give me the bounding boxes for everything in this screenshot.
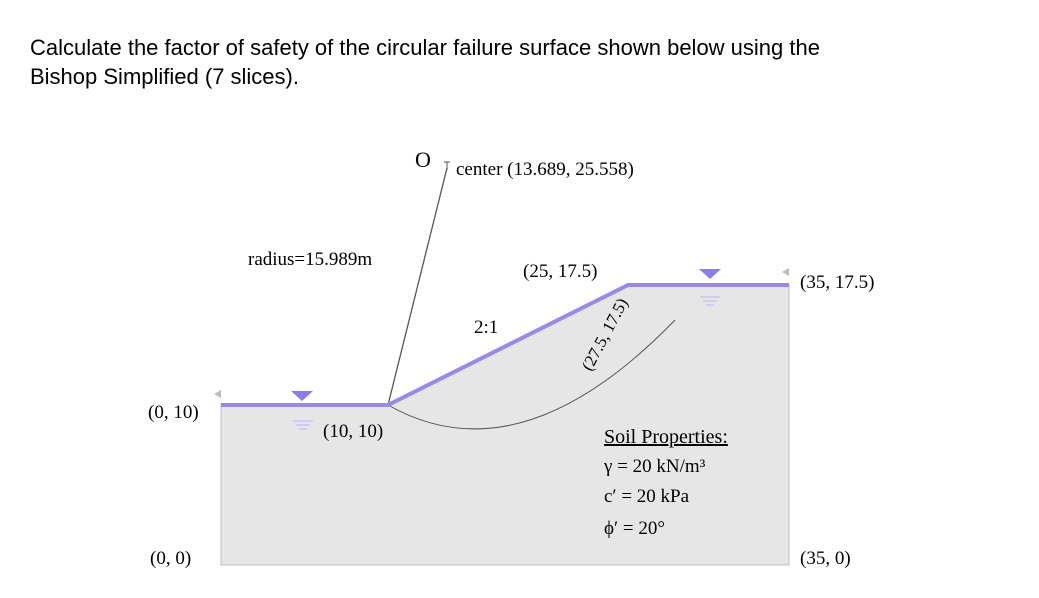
slope-ratio-label: 2:1 — [474, 317, 498, 338]
soil-cohesion: c′ = 20 kPa — [604, 486, 690, 507]
question-line-2: Bishop Simplified (7 slices). — [30, 64, 299, 89]
question-line-1: Calculate the factor of safety of the ci… — [30, 35, 820, 60]
radius-label: radius=15.989m — [248, 249, 372, 270]
left-top-point-label: (0, 10) — [148, 402, 199, 423]
water-table-marker-left-icon — [291, 391, 313, 430]
radius-line — [387, 167, 448, 406]
water-table-marker-right-icon — [699, 269, 721, 306]
failure-arc — [387, 319, 676, 430]
soil-unit-weight: γ = 20 kN/m³ — [603, 456, 706, 477]
toe-point-label: (10, 10) — [323, 421, 383, 442]
right-bottom-point-label: (35, 0) — [800, 548, 851, 569]
center-mark-label: O — [415, 147, 431, 172]
ground-surface — [221, 283, 789, 407]
center-label: center (13.689, 25.558) — [456, 159, 634, 180]
right-end-arrow-icon — [782, 268, 789, 276]
origin-point-label: (0, 0) — [150, 548, 191, 569]
question-text: Calculate the factor of safety of the ci… — [30, 33, 820, 91]
center-marker-icon — [444, 161, 450, 170]
crest-point-label: (25, 17.5) — [523, 261, 597, 282]
soil-friction-angle: ϕ′ = 20° — [604, 518, 665, 539]
right-top-point-label: (35, 17.5) — [800, 272, 874, 293]
left-end-arrow-icon — [214, 390, 221, 398]
soil-properties-heading: Soil Properties: — [604, 426, 728, 448]
